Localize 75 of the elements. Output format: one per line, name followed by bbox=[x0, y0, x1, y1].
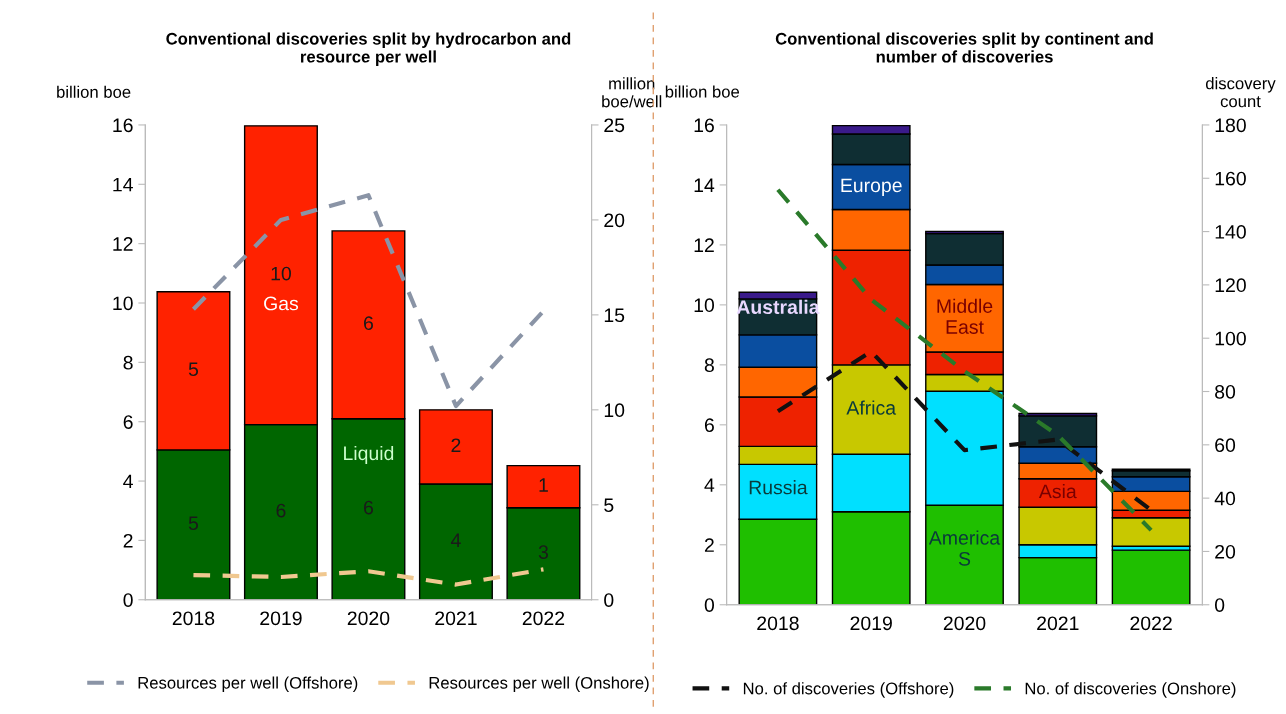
data-label: 5 bbox=[188, 516, 199, 531]
y2-tick-label: 0 bbox=[1214, 598, 1225, 612]
y2-tick-label: 140 bbox=[1215, 225, 1246, 239]
y2-tick-label: 10 bbox=[604, 403, 625, 418]
x-tick-label: 2019 bbox=[260, 611, 302, 626]
series-label: Europe bbox=[841, 178, 902, 197]
y-tick-label: 4 bbox=[123, 474, 133, 489]
x-tick-label: 2022 bbox=[1130, 616, 1172, 631]
y-tick-label: 16 bbox=[113, 118, 133, 133]
y2-tick-label: 160 bbox=[1215, 171, 1246, 186]
data-label: 5 bbox=[188, 362, 199, 377]
x-tick-label: 2022 bbox=[522, 611, 565, 626]
data-label: 6 bbox=[364, 500, 373, 515]
y-tick-label: 14 bbox=[694, 178, 715, 192]
y2-tick-label: 80 bbox=[1215, 384, 1236, 399]
y2-tick-label: 180 bbox=[1215, 118, 1246, 133]
chart-title: Conventional discoveries split by hydrocarbon and resource per well bbox=[166, 32, 571, 66]
y-tick-label: 2 bbox=[704, 538, 714, 552]
data-label: 1 bbox=[539, 478, 548, 492]
y-tick-label: 14 bbox=[113, 177, 133, 192]
y-tick-label: 16 bbox=[694, 118, 714, 133]
y2-tick-label: 20 bbox=[1215, 544, 1236, 559]
y-tick-label: 0 bbox=[123, 593, 133, 607]
series-label: Gas bbox=[264, 296, 299, 311]
y-tick-label: 4 bbox=[704, 478, 715, 492]
legend-label: No. of discoveries (Offshore) bbox=[743, 682, 954, 698]
x-tick-label: 2021 bbox=[435, 611, 477, 626]
x-tick-label: 2018 bbox=[172, 611, 215, 626]
y-tick-label: 8 bbox=[123, 355, 133, 370]
data-label: 6 bbox=[364, 316, 373, 331]
y2-tick-label: 100 bbox=[1215, 331, 1246, 346]
data-label: 4 bbox=[450, 533, 461, 547]
series-label: America S bbox=[928, 530, 1001, 566]
series-label: Africa bbox=[846, 400, 897, 415]
y-tick-label: 6 bbox=[123, 415, 133, 429]
y2-tick-label: 0 bbox=[604, 593, 614, 607]
legend-label: Resources per well (Onshore) bbox=[429, 676, 649, 693]
line-series bbox=[191, 567, 546, 587]
series-label: Asia bbox=[1038, 483, 1077, 499]
bar bbox=[1111, 549, 1191, 605]
x-tick-label: 2019 bbox=[850, 616, 892, 631]
series-label: Middle East bbox=[937, 298, 993, 334]
x-tick-label: 2020 bbox=[943, 616, 986, 631]
legend-label: Resources per well (Offshore) bbox=[138, 676, 358, 693]
y-tick-label: 0 bbox=[704, 598, 715, 612]
y2-tick-label: 5 bbox=[604, 498, 614, 513]
y2-tick-label: 120 bbox=[1215, 278, 1246, 293]
chart-title: Conventional discoveries split by continent and number of discoveries bbox=[775, 32, 1153, 63]
y2-tick-label: 20 bbox=[604, 213, 625, 228]
y2-tick-label: 25 bbox=[604, 118, 625, 133]
x-tick-label: 2020 bbox=[347, 611, 390, 626]
y-tick-label: 10 bbox=[694, 298, 715, 313]
data-label: 10 bbox=[271, 266, 291, 281]
y-tick-label: 12 bbox=[113, 237, 133, 251]
y2-axis-title: discovery count bbox=[1205, 77, 1276, 108]
y-tick-label: 10 bbox=[113, 296, 133, 311]
y-tick-label: 12 bbox=[694, 238, 714, 252]
series-label: Russia bbox=[749, 480, 808, 495]
legend-label: No. of discoveries (Onshore) bbox=[1025, 682, 1236, 698]
y-tick-label: 8 bbox=[704, 358, 714, 373]
y2-axis-title: million boe/well bbox=[602, 77, 662, 108]
y2-tick-label: 60 bbox=[1215, 438, 1236, 453]
y-axis-title: billion boe bbox=[665, 85, 740, 98]
x-tick-label: 2018 bbox=[757, 616, 799, 631]
line-series bbox=[191, 193, 546, 409]
y2-tick-label: 40 bbox=[1214, 491, 1236, 506]
y-tick-label: 6 bbox=[704, 418, 714, 433]
series-label: Liquid bbox=[344, 445, 394, 465]
data-label: 6 bbox=[276, 503, 286, 518]
data-label: 2 bbox=[451, 438, 461, 452]
data-label: 3 bbox=[538, 545, 548, 559]
y-tick-label: 2 bbox=[123, 533, 133, 548]
y2-tick-label: 15 bbox=[604, 308, 625, 323]
y-axis-title: billion boe bbox=[57, 85, 131, 98]
x-tick-label: 2021 bbox=[1037, 616, 1079, 631]
